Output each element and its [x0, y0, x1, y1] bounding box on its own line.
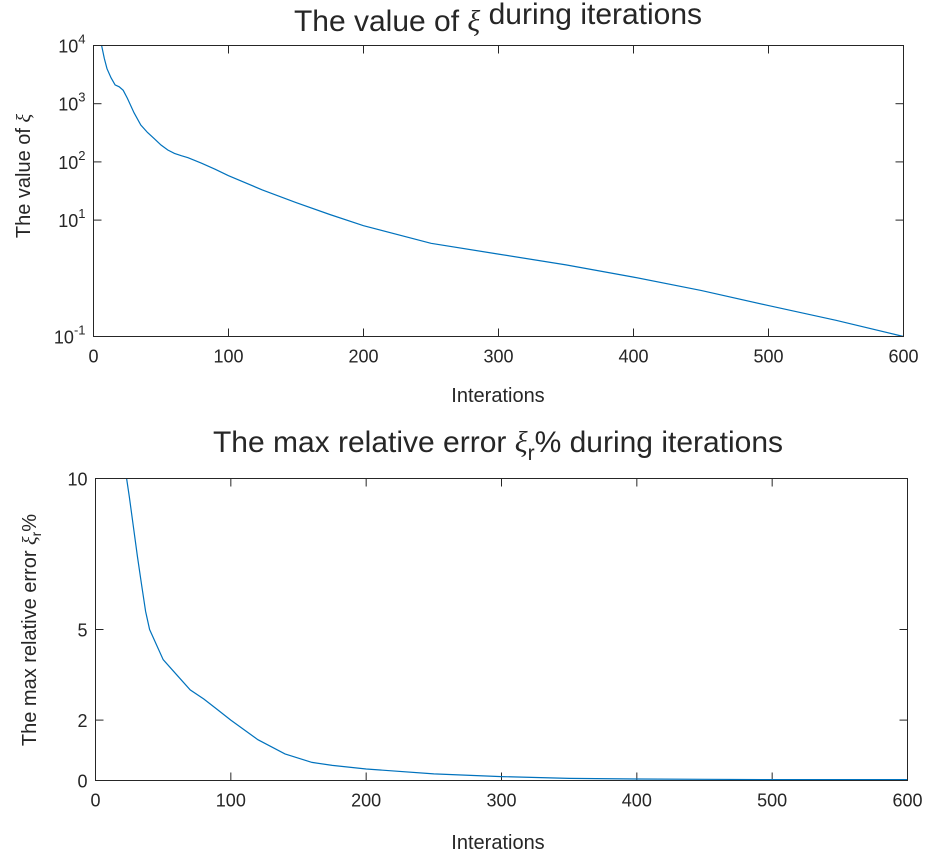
- x-tick-label: 0: [90, 791, 100, 811]
- chart-title: The max relative error ξr% during iterat…: [213, 426, 783, 465]
- chart-max-relative-error: The max relative error ξr% during iterat…: [19, 426, 923, 854]
- y-tick-labels: 0 2 5 10: [67, 470, 87, 792]
- x-tick-label: 400: [618, 347, 648, 367]
- y-tick-label: 101: [58, 206, 85, 231]
- x-tick-label: 200: [351, 791, 381, 811]
- x-tick-labels: 0 100 200 300 400 500 600: [90, 791, 922, 811]
- y-tick-label: 103: [58, 90, 85, 115]
- x-tick-label: 400: [622, 791, 652, 811]
- x-tick-label: 0: [88, 347, 98, 367]
- series-line-0: [126, 478, 908, 781]
- y-axis-label: The max relative error ξr%: [19, 514, 44, 746]
- x-tick-label: 600: [892, 791, 922, 811]
- x-tick-label: 300: [486, 791, 516, 811]
- y-tick-label: 104: [58, 32, 85, 57]
- x-tick-label: 600: [888, 347, 918, 367]
- series-group: [126, 478, 908, 781]
- plot-area-border: [95, 478, 908, 781]
- series-line-0: [101, 45, 904, 338]
- x-tick-label: 100: [216, 791, 246, 811]
- x-tick-label: 300: [483, 347, 513, 367]
- series-group: [101, 45, 904, 338]
- x-tick-label: 100: [213, 347, 243, 367]
- y-tick-label: 102: [58, 148, 85, 173]
- y-tick-label: 10-1: [54, 323, 86, 348]
- x-tick-label: 500: [753, 347, 783, 367]
- x-tick-labels: 0 100 200 300 400 500 600: [88, 347, 918, 367]
- x-tick-label: 500: [757, 791, 787, 811]
- x-axis-label: Interations: [451, 832, 544, 854]
- y-tick-label: 0: [77, 772, 87, 792]
- x-tick-label: 200: [348, 347, 378, 367]
- y-tick-labels: 10-1 101 102 103 104: [54, 32, 86, 348]
- y-tick-label: 2: [77, 711, 87, 731]
- y-tick-label: 10: [67, 470, 87, 490]
- x-axis-label: Interations: [451, 385, 544, 407]
- y-axis-label: The value of ξ: [13, 113, 35, 238]
- plot-area-border: [93, 45, 904, 337]
- y-tick-label: 5: [77, 621, 87, 641]
- chart-xi-value: The value of ξ during iterations The val…: [13, 0, 919, 407]
- chart-title: The value of ξ during iterations: [294, 0, 702, 38]
